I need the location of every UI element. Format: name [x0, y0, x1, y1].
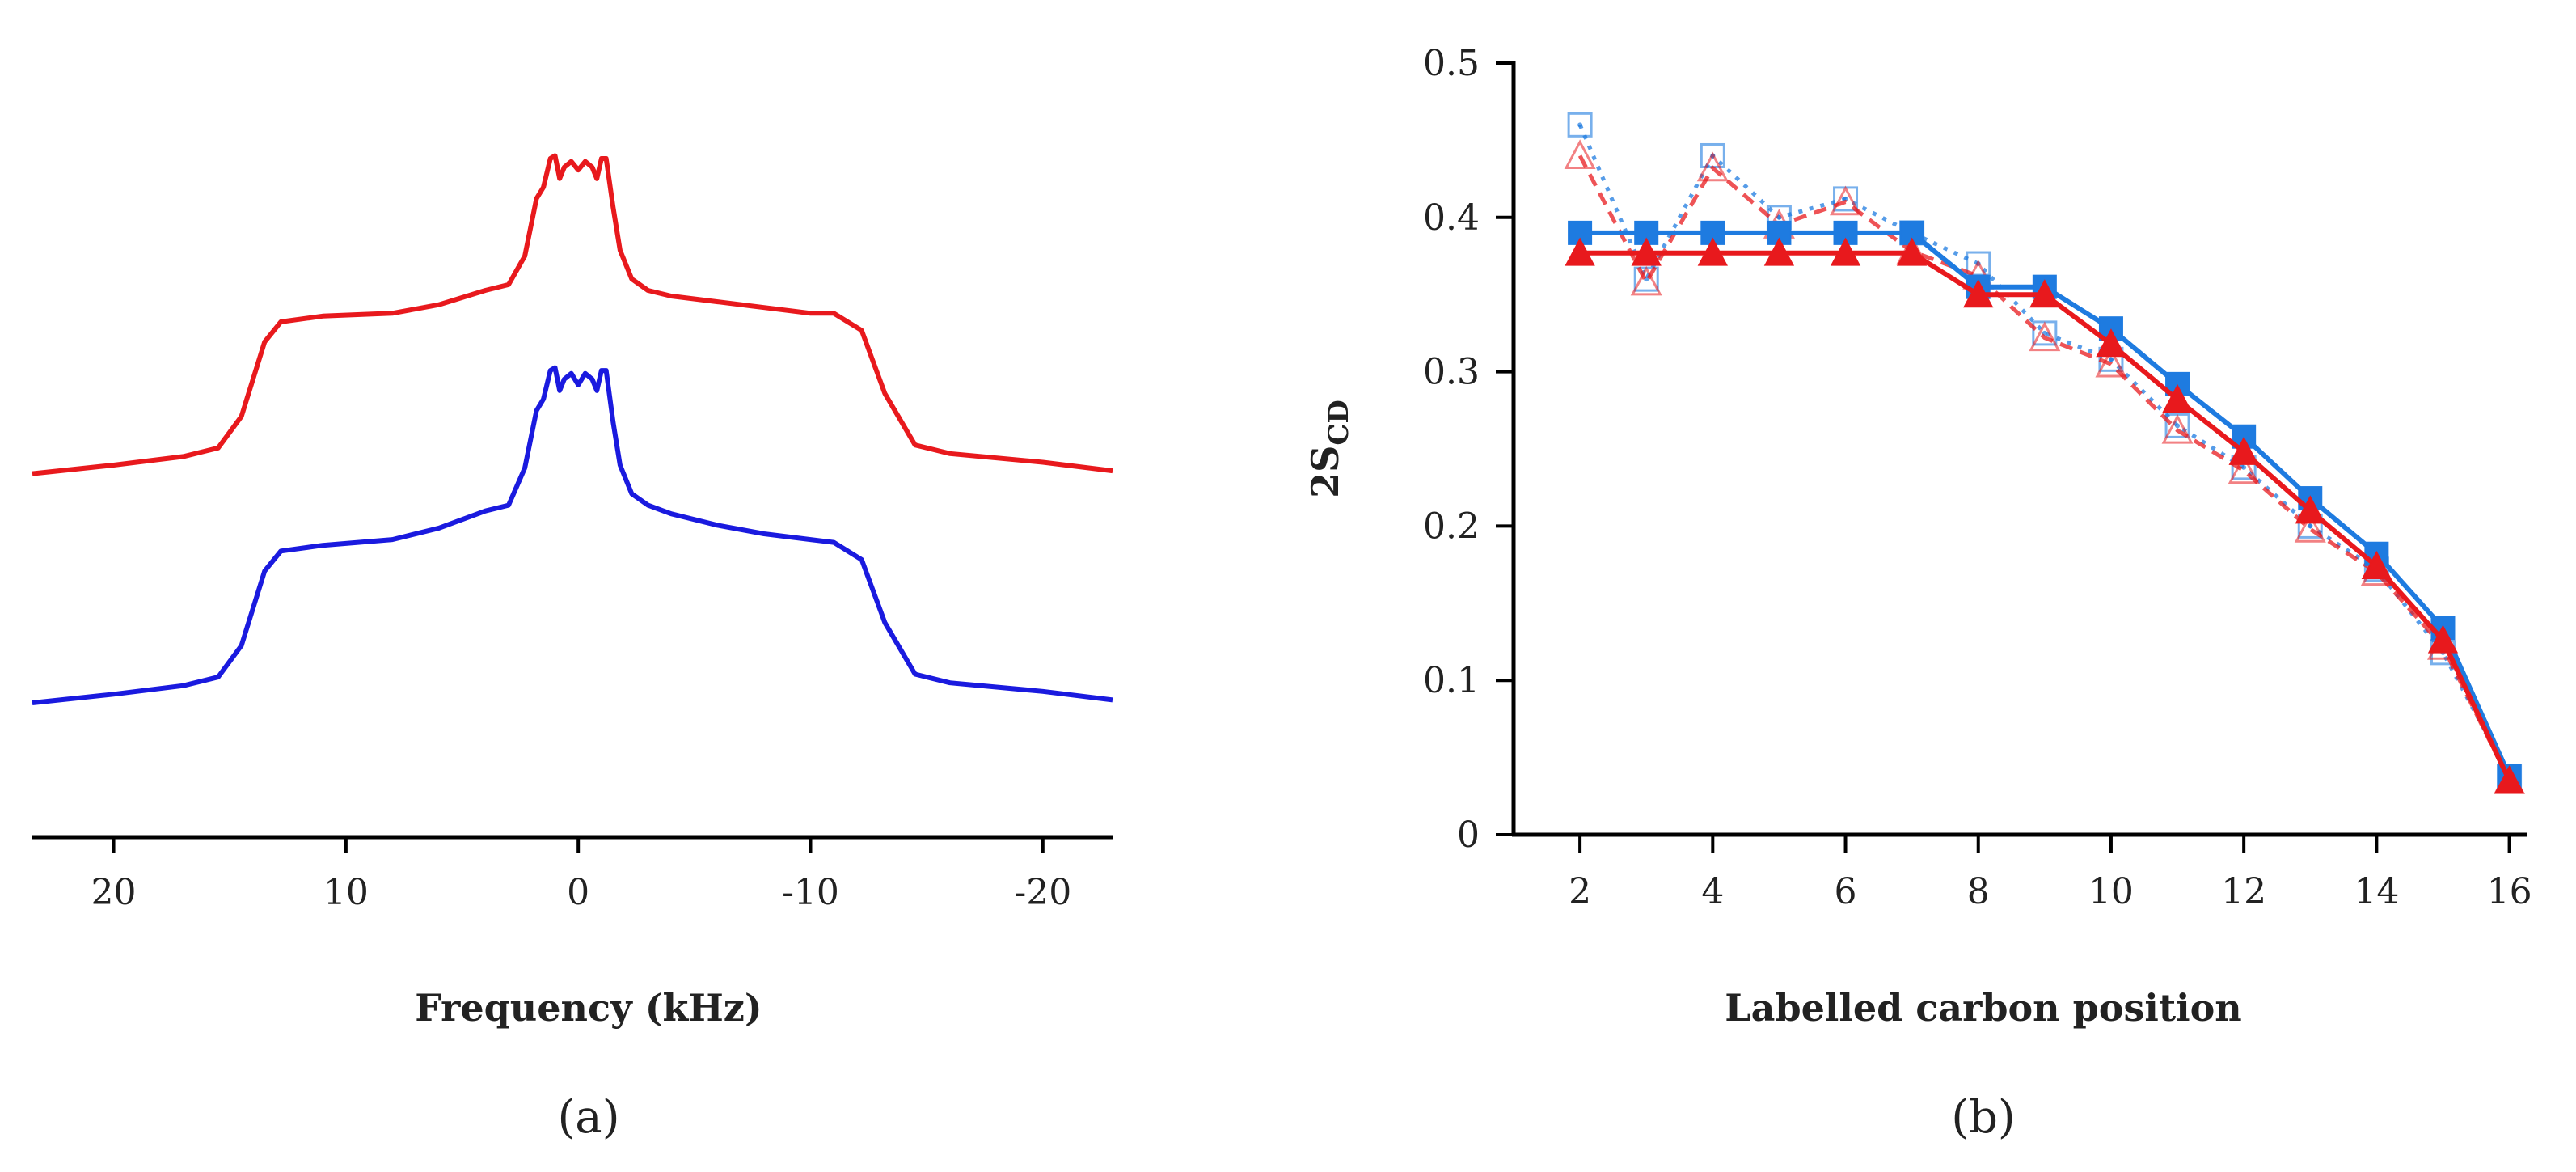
- series-line-0: [1580, 230, 2512, 777]
- panel-a-x-tick-label: 10: [323, 872, 369, 913]
- data-point-triangle: [1630, 265, 1662, 296]
- data-point-triangle: [2095, 347, 2127, 378]
- data-point-triangle: [2361, 550, 2392, 580]
- panel-b-y-tick-label: 0.4: [1423, 197, 1480, 239]
- data-point-triangle: [1963, 279, 1994, 308]
- panel-b-x-tick-label: 16: [2487, 871, 2532, 912]
- panel-b: 0 0.1 0.2 0.3 0.4 0.5 2 4 6 8 10 12 14 16 2SCD Labell…: [1303, 43, 2532, 1144]
- data-point-triangle: [2228, 436, 2259, 465]
- panel-b-y-tick-label: 0.2: [1423, 506, 1480, 547]
- data-point-triangle: [2029, 321, 2061, 352]
- panel-b-label: (b): [1951, 1091, 2016, 1144]
- panel-a-ticks: 20 10 0 -10 -20: [91, 837, 1071, 913]
- spectrum-line-1: [32, 365, 1113, 705]
- data-point-triangle: [1697, 237, 1728, 266]
- panel-b-y-tick-label: 0.5: [1423, 43, 1480, 84]
- data-point-triangle: [2162, 383, 2193, 413]
- series-line-3: [1577, 154, 2511, 782]
- data-point-triangle: [2096, 328, 2126, 358]
- panel-a-x-tick-label: 0: [567, 872, 589, 913]
- data-point-triangle: [2494, 765, 2525, 794]
- data-point-center-dot: [1577, 122, 1583, 128]
- panel-a-x-tick-label: 20: [91, 872, 137, 913]
- panel-a-x-axis-title: Frequency (kHz): [415, 986, 762, 1030]
- panel-b-x-tick-label: 6: [1835, 871, 1857, 912]
- data-point-triangle: [1631, 237, 1662, 266]
- data-point-triangle: [2228, 454, 2260, 484]
- data-point-triangle: [1565, 237, 1595, 266]
- data-point-square: [1567, 112, 1593, 138]
- panel-b-x-tick-label: 4: [1701, 871, 1724, 912]
- data-point-center-dot: [1843, 196, 1848, 201]
- panel-b-x-axis-title: Labelled carbon position: [1725, 986, 2241, 1030]
- data-point-center-dot: [2108, 357, 2114, 362]
- data-point-triangle: [2294, 513, 2326, 543]
- panel-b-y-tick-label: 0: [1457, 814, 1480, 856]
- panel-b-ticks: 0 0.1 0.2 0.3 0.4 0.5 2 4 6 8 10 12 14 16: [1423, 43, 2532, 912]
- panel-a-series: [32, 153, 1113, 705]
- panel-b-y-tick-label: 0.1: [1423, 660, 1480, 701]
- panel-b-series: [1564, 112, 2526, 794]
- data-point-triangle: [1564, 139, 1596, 169]
- panel-b-y-axis-title: 2SCD: [1303, 400, 1355, 498]
- panel-b-y-tick-label: 0.3: [1423, 352, 1480, 393]
- panel-b-x-tick-label: 14: [2354, 871, 2399, 912]
- spectrum-line-0: [32, 153, 1113, 476]
- panel-a-label: (a): [557, 1091, 619, 1144]
- panel-a-x-tick-label: -20: [1014, 872, 1071, 913]
- panel-b-x-tick-label: 10: [2088, 871, 2134, 912]
- data-point-triangle: [1763, 237, 1795, 266]
- data-point-triangle: [2029, 279, 2060, 308]
- panel-b-y-axis-title-subscript: CD: [1323, 400, 1355, 446]
- data-point-triangle: [1696, 151, 1729, 182]
- panel-b-x-tick-label: 8: [1967, 871, 1990, 912]
- panel-a-x-tick-label: -10: [782, 872, 839, 913]
- data-point-center-dot: [2308, 523, 2313, 529]
- data-point-triangle: [1830, 237, 1861, 266]
- panel-a: 20 10 0 -10 -20 Frequency (kHz) (a): [32, 153, 1113, 1144]
- data-point-center-dot: [2175, 423, 2181, 429]
- panel-b-x-tick-label: 2: [1569, 871, 1591, 912]
- data-point-triangle: [1896, 237, 1928, 266]
- data-point-triangle: [2161, 413, 2194, 444]
- panel-b-x-tick-label: 12: [2221, 871, 2266, 912]
- data-point-triangle: [2427, 624, 2459, 654]
- data-point-center-dot: [2241, 464, 2247, 470]
- data-point-triangle: [1830, 185, 1862, 216]
- data-point-triangle: [2295, 495, 2325, 524]
